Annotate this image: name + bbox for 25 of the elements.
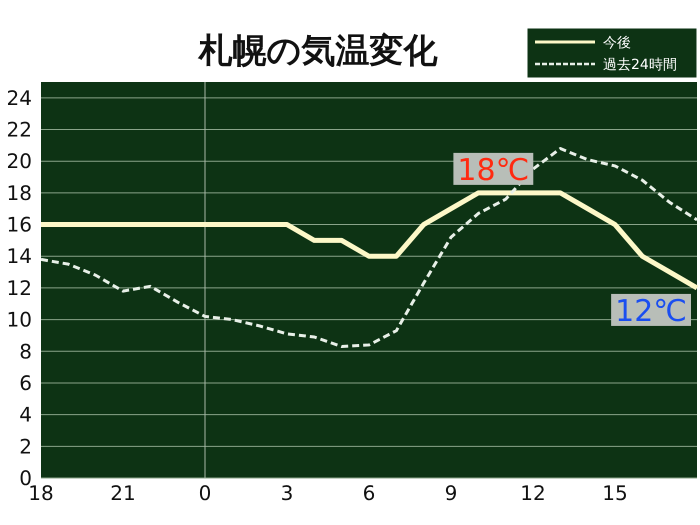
annotation: 12℃ [615, 294, 687, 329]
y-tick-label: 4 [19, 402, 32, 427]
y-tick-label: 20 [6, 149, 32, 174]
x-tick-label: 12 [520, 481, 546, 505]
y-tick-label: 8 [19, 339, 32, 364]
y-tick-label: 14 [6, 244, 32, 268]
y-tick-label: 10 [6, 308, 32, 332]
x-tick-label: 15 [602, 481, 628, 505]
chart-title: 札幌の気温変化 [198, 31, 438, 71]
x-tick-label: 9 [444, 481, 458, 505]
x-tick-label: 21 [110, 481, 136, 505]
annotation: 18℃ [457, 152, 530, 188]
y-tick-label: 16 [6, 212, 32, 237]
legend-label: 過去24時間 [603, 57, 677, 73]
y-tick-label: 6 [19, 370, 32, 395]
legend-label: 今後 [603, 35, 631, 51]
y-tick-label: 2 [19, 434, 32, 458]
y-tick-label: 22 [6, 118, 32, 142]
y-tick-label: 18 [6, 180, 32, 205]
y-tick-label: 12 [6, 276, 32, 300]
y-tick-label: 24 [6, 86, 32, 110]
x-tick-label: 6 [362, 481, 376, 505]
x-tick-label: 3 [280, 481, 294, 505]
y-tick-label: 0 [19, 466, 32, 490]
x-tick-label: 0 [198, 481, 212, 505]
